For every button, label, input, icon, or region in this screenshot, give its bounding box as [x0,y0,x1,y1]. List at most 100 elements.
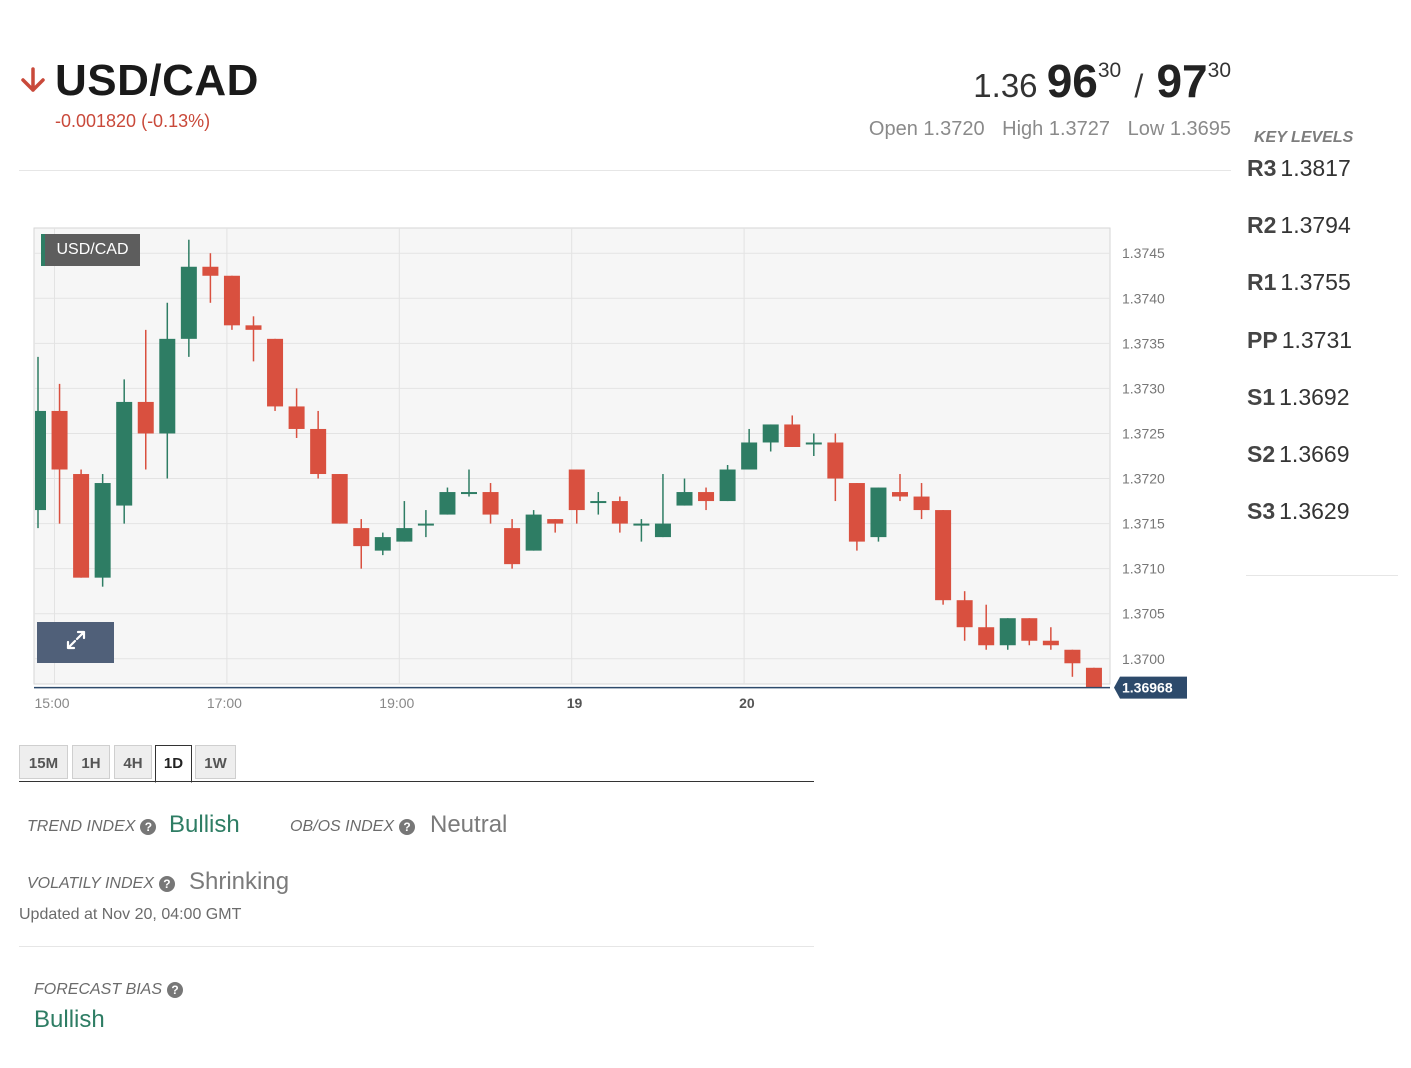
tab-1d[interactable]: 1D [155,745,192,783]
candle-body [353,528,370,547]
key-level-name: S3 [1247,498,1276,525]
x-tick-label: 20 [739,695,755,711]
tabs-underline [19,781,814,782]
key-level-value: 1.3794 [1280,212,1351,239]
candle-body [202,266,219,276]
y-tick-label: 1.3720 [1122,471,1165,487]
x-tick-label: 17:00 [207,695,242,711]
current-price-text: 1.36968 [1122,680,1173,696]
bid-prefix: 1.36 [973,67,1038,104]
candle-body [827,442,844,479]
ask-big-digits: 97 [1156,55,1208,107]
key-level-name: R1 [1247,269,1277,296]
candle-body [267,338,284,407]
open-stat: Open 1.3720 [868,118,985,140]
candle-body [956,600,973,628]
header-divider [19,170,1231,171]
candlestick-chart[interactable]: 1.3745 1.3740 1.3735 1.3730 1.3725 1.3720 1.37… [0,200,1250,730]
candle-body [1064,649,1081,664]
chart-symbol-label: USD/CAD [41,234,140,266]
updated-timestamp: Updated at Nov 20, 04:00 GMT [19,906,242,923]
candle-body [892,492,908,497]
y-tick-label: 1.3725 [1122,425,1165,441]
y-tick-label: 1.3740 [1122,290,1165,306]
candle-body [611,501,628,524]
question-circle-icon[interactable]: ? [167,982,184,998]
obos-index-value: Neutral [430,811,508,838]
candle-body [159,338,176,434]
candle-body [180,266,197,339]
y-tick-label: 1.3735 [1122,335,1165,351]
key-level-value: 1.3669 [1279,441,1350,467]
key-level-r3: R3 1.3817 [1247,155,1351,182]
key-level-value: 1.3731 [1281,326,1353,353]
candle-body [137,401,154,434]
candle-body [288,406,305,429]
key-level-value: 1.3755 [1280,269,1351,296]
bid-ask-quote: 1.36 9630 / 9730 [973,54,1231,108]
candle-body [547,519,564,524]
question-circle-icon[interactable]: ? [158,876,175,892]
candle-body [223,275,240,326]
price-chart[interactable]: 1.3745 1.3740 1.3735 1.3730 1.3725 1.3720 1.37… [0,200,1250,730]
candle-body [590,501,607,504]
candle-body [633,523,650,526]
key-level-s1: S1 1.3692 [1247,384,1350,411]
tab-4h[interactable]: 4H [114,745,152,779]
candle-body [35,410,46,511]
key-level-value: 1.3817 [1280,155,1351,181]
key-level-name: R3 [1247,155,1277,181]
candle-body [654,523,671,538]
candle-body [870,487,887,538]
candle-body [719,469,736,502]
candle-body [978,627,995,646]
bid-big-digits: 96 [1046,55,1098,107]
tab-15m[interactable]: 15M [19,745,68,779]
expand-chart-button[interactable] [37,622,114,663]
trend-index-value: Bullish [169,811,240,838]
candle-body [310,428,327,475]
question-circle-icon[interactable]: ? [399,819,416,835]
volatility-index-label: VOLATILY INDEX ? [27,875,175,893]
tab-1h[interactable]: 1H [72,745,110,779]
candle-body [784,424,801,447]
key-level-name: S2 [1247,441,1276,467]
key-levels-title: KEY LEVELS [1254,129,1354,146]
x-tick-label: 19:00 [379,695,414,711]
y-tick-label: 1.3705 [1122,606,1165,622]
candle-body [116,401,133,506]
candle-body [73,474,90,578]
y-tick-label: 1.3745 [1122,245,1165,261]
y-tick-label: 1.3710 [1122,561,1165,577]
obos-index-label: OB/OS INDEX ? [290,818,416,836]
candle-body [1085,667,1102,688]
key-level-s3: S3 1.3629 [1247,498,1350,525]
candle-body [331,474,348,524]
forecast-bias-label-text: FORECAST BIAS [34,981,163,998]
ask-pipette: 30 [1207,59,1231,82]
tab-1w[interactable]: 1W [195,745,236,779]
key-level-value: 1.3629 [1279,498,1350,525]
key-level-name: PP [1247,326,1278,353]
volatility-index-value: Shrinking [189,868,290,895]
trend-index-label-text: TREND INDEX [27,818,136,835]
question-circle-icon[interactable]: ? [140,819,157,835]
candle-body [94,483,111,578]
x-tick-label: 15:00 [35,695,70,711]
y-tick-label: 1.3700 [1122,651,1165,667]
quote-separator: / [1134,68,1144,104]
candle-body [741,442,758,470]
y-tick-label: 1.3715 [1122,516,1165,532]
candle-body [999,618,1016,646]
bid-pipette: 30 [1097,59,1122,82]
arrow-down-icon [18,66,48,101]
low-stat: Low 1.3695 [1127,118,1231,140]
candle-body [676,492,693,506]
x-tick-label: 19 [567,695,583,711]
candle-body [525,514,542,551]
candle-body [805,442,822,445]
candle-body [848,483,865,542]
key-level-r2: R2 1.3794 [1247,212,1351,239]
key-level-r1: R1 1.3755 [1247,269,1351,296]
candle-body [482,492,499,515]
